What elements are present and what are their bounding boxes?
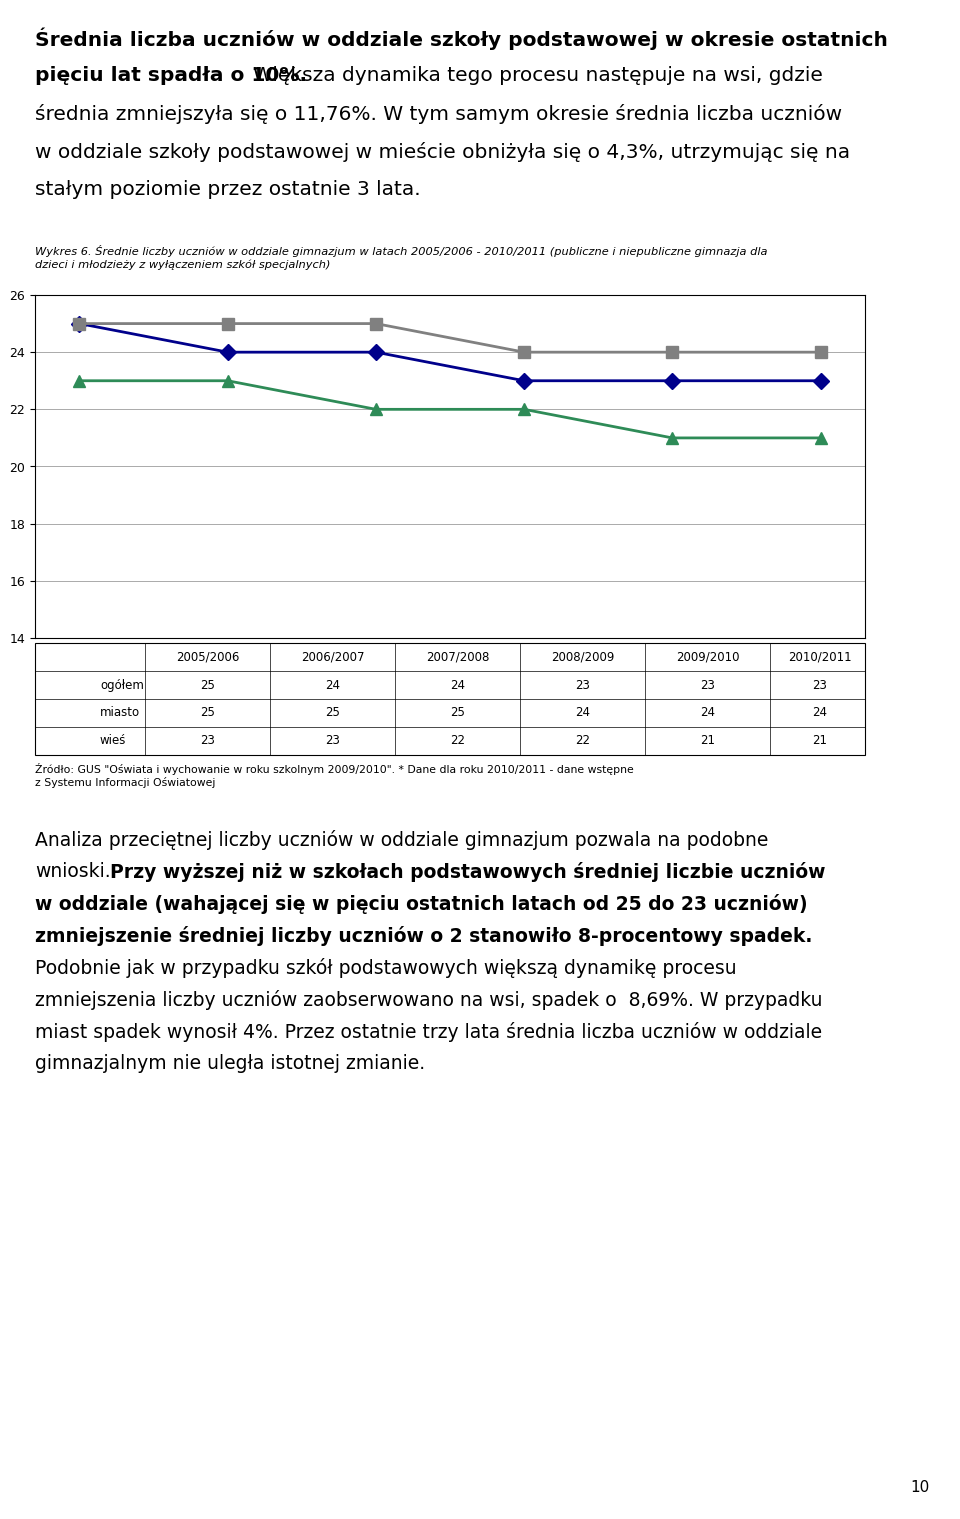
- Text: 25: 25: [325, 706, 340, 720]
- Text: wieś: wieś: [100, 735, 127, 747]
- Text: Analiza przeciętnej liczby uczniów w oddziale gimnazjum pozwala na podobne: Analiza przeciętnej liczby uczniów w odd…: [35, 829, 768, 851]
- Text: 22: 22: [450, 735, 465, 747]
- Text: wnioski.: wnioski.: [35, 861, 110, 881]
- Text: z Systemu Informacji Oświatowej: z Systemu Informacji Oświatowej: [35, 778, 215, 788]
- Text: 23: 23: [575, 679, 590, 691]
- Text: 24: 24: [450, 679, 465, 691]
- Text: 2005/2006: 2005/2006: [176, 650, 239, 664]
- Text: zmniejszenia liczby uczniów zaobserwowano na wsi, spadek o  8,69%. W przypadku: zmniejszenia liczby uczniów zaobserwowan…: [35, 990, 823, 1010]
- Text: 23: 23: [325, 735, 340, 747]
- Text: 23: 23: [200, 735, 215, 747]
- Text: 24: 24: [325, 679, 340, 691]
- Text: 2008/2009: 2008/2009: [551, 650, 614, 664]
- Text: 23: 23: [700, 679, 715, 691]
- Text: w oddziale (wahającej się w pięciu ostatnich latach od 25 do 23 uczniów): w oddziale (wahającej się w pięciu ostat…: [35, 895, 807, 914]
- Text: ogółem: ogółem: [100, 679, 144, 691]
- Text: 24: 24: [700, 706, 715, 720]
- Text: Źródło: GUS "Oświata i wychowanie w roku szkolnym 2009/2010". * Dane dla roku 20: Źródło: GUS "Oświata i wychowanie w roku…: [35, 763, 634, 775]
- Text: dzieci i młodzieży z wyłączeniem szkół specjalnych): dzieci i młodzieży z wyłączeniem szkół s…: [35, 260, 330, 270]
- Text: 2009/2010: 2009/2010: [676, 650, 739, 664]
- Text: Wykres 6. Średnie liczby uczniów w oddziale gimnazjum w latach 2005/2006 - 2010/: Wykres 6. Średnie liczby uczniów w oddzi…: [35, 245, 767, 257]
- Text: 10: 10: [911, 1480, 930, 1495]
- Text: Średnia liczba uczniów w oddziale szkoły podstawowej w okresie ostatnich: Średnia liczba uczniów w oddziale szkoły…: [35, 27, 888, 50]
- Text: 24: 24: [575, 706, 590, 720]
- Text: 2006/2007: 2006/2007: [300, 650, 364, 664]
- Text: Większa dynamika tego procesu następuje na wsi, gdzie: Większa dynamika tego procesu następuje …: [253, 65, 823, 85]
- Text: 25: 25: [450, 706, 465, 720]
- Text: zmniejszenie średniej liczby uczniów o 2 stanowiło 8-procentowy spadek.: zmniejszenie średniej liczby uczniów o 2…: [35, 927, 812, 946]
- Text: 2010/2011: 2010/2011: [788, 650, 852, 664]
- Text: 2007/2008: 2007/2008: [426, 650, 490, 664]
- Text: miasto: miasto: [100, 706, 140, 720]
- Text: średnia zmniejszyła się o 11,76%. W tym samym okresie średnia liczba uczniów: średnia zmniejszyła się o 11,76%. W tym …: [35, 103, 842, 125]
- Text: 22: 22: [575, 735, 590, 747]
- Text: stałym poziomie przez ostatnie 3 lata.: stałym poziomie przez ostatnie 3 lata.: [35, 179, 420, 199]
- Text: 25: 25: [200, 706, 215, 720]
- Text: 25: 25: [200, 679, 215, 691]
- Text: 23: 23: [812, 679, 828, 691]
- Text: Podobnie jak w przypadku szkół podstawowych większą dynamikę procesu: Podobnie jak w przypadku szkół podstawow…: [35, 958, 736, 978]
- Text: gimnazjalnym nie uległa istotnej zmianie.: gimnazjalnym nie uległa istotnej zmianie…: [35, 1054, 425, 1072]
- Text: w oddziale szkoły podstawowej w mieście obniżyła się o 4,3%, utrzymując się na: w oddziale szkoły podstawowej w mieście …: [35, 141, 851, 163]
- Text: pięciu lat spadła o 10%.: pięciu lat spadła o 10%.: [35, 65, 307, 85]
- Text: 21: 21: [812, 735, 828, 747]
- Text: Przy wyższej niż w szkołach podstawowych średniej liczbie uczniów: Przy wyższej niż w szkołach podstawowych…: [110, 861, 826, 883]
- Text: miast spadek wynosił 4%. Przez ostatnie trzy lata średnia liczba uczniów w oddzi: miast spadek wynosił 4%. Przez ostatnie …: [35, 1022, 822, 1042]
- Text: 21: 21: [700, 735, 715, 747]
- Text: 24: 24: [812, 706, 828, 720]
